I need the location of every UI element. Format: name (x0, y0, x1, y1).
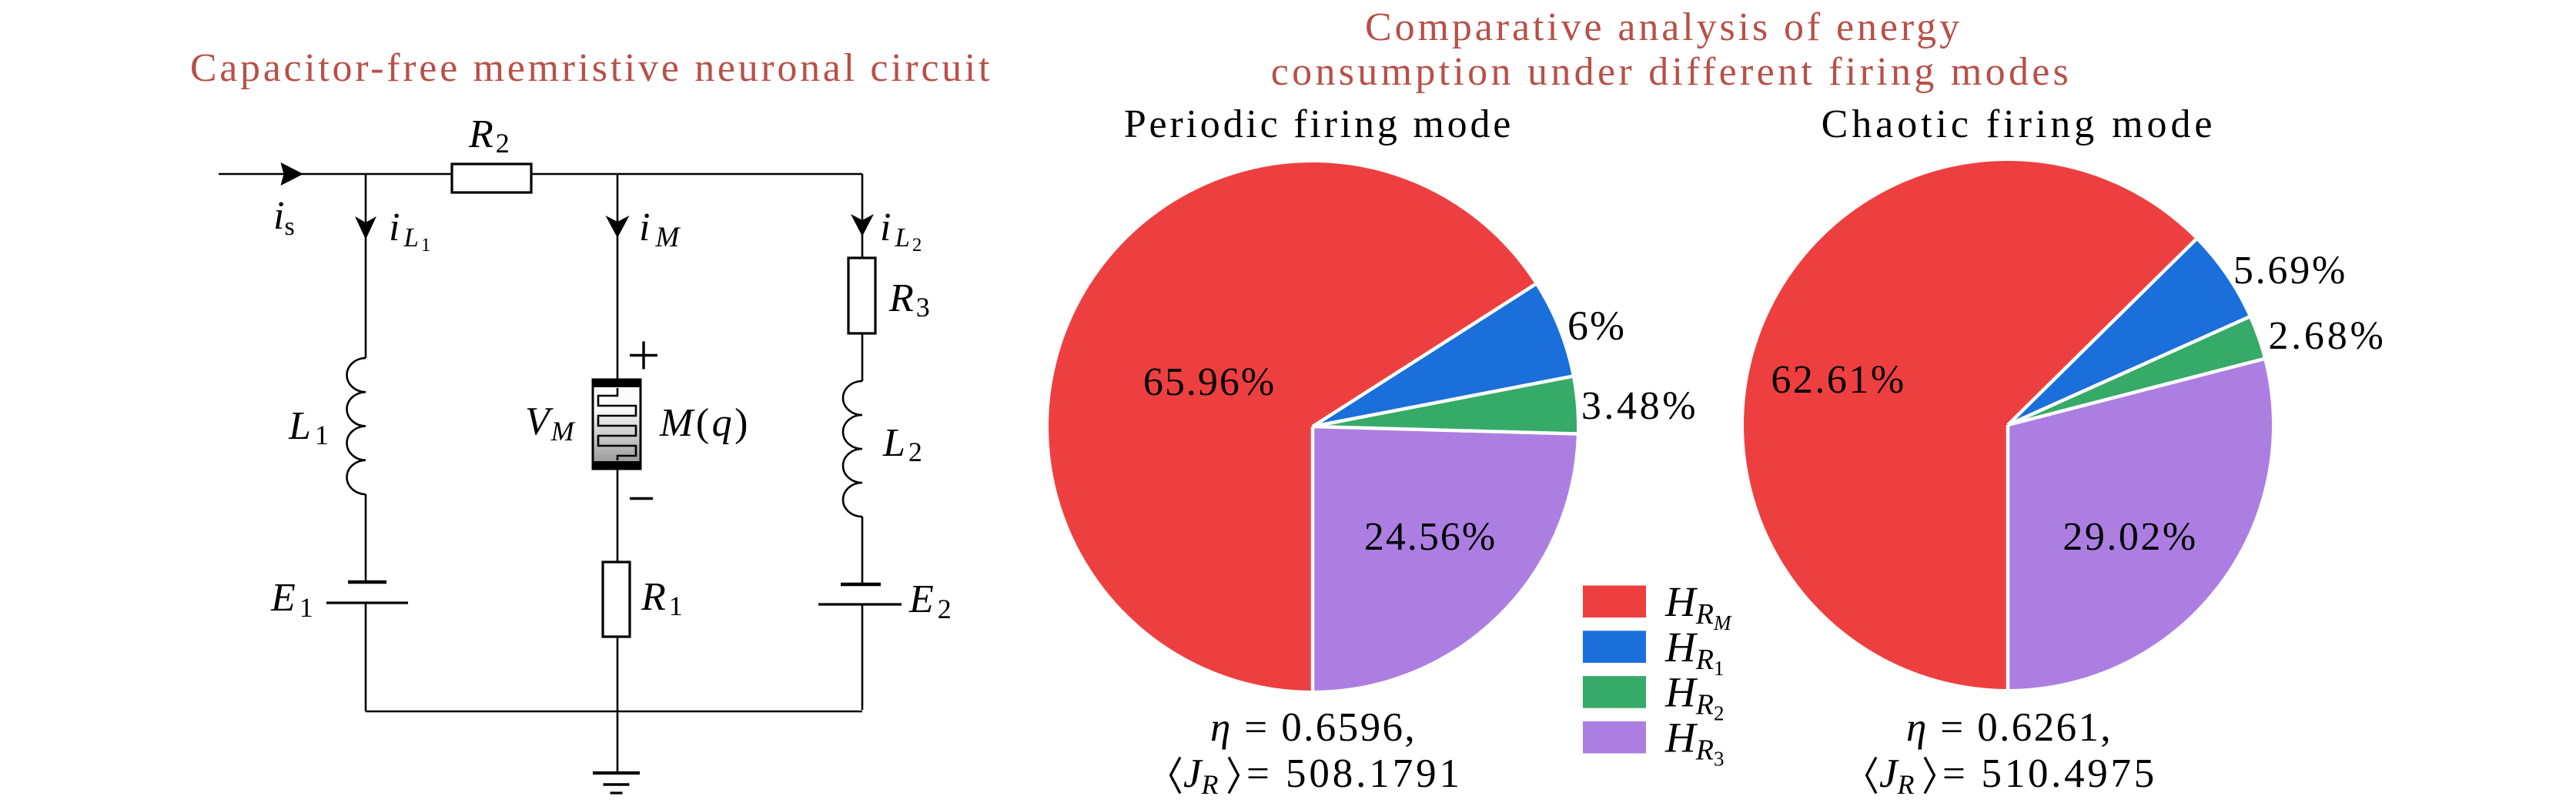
svg-text:iL2: iL2 (880, 206, 922, 256)
svg-text:24.56%: 24.56% (1364, 515, 1497, 559)
svg-text:Capacitor-free memristive neur: Capacitor-free memristive neuronal circu… (190, 46, 992, 90)
svg-text:R1: R1 (641, 575, 683, 621)
svg-text:η = 0.6261,: η = 0.6261, (1906, 705, 2113, 750)
svg-text:R2: R2 (468, 112, 510, 159)
svg-text:E1: E1 (270, 576, 313, 623)
svg-text:= 508.1791: = 508.1791 (1246, 751, 1463, 796)
svg-text:5.69%: 5.69% (2233, 249, 2347, 293)
svg-text:consumption under different fi: consumption under different firing modes (1271, 50, 2072, 94)
svg-text:JR: JR (1183, 751, 1219, 800)
svg-text:M(q): M(q) (659, 401, 751, 445)
svg-text:JR: JR (1879, 751, 1915, 800)
svg-text:η = 0.6596,: η = 0.6596, (1210, 705, 1417, 750)
svg-text:iL1: iL1 (389, 206, 430, 256)
svg-text:29.02%: 29.02% (2062, 515, 2197, 559)
svg-text:Chaotic firing mode: Chaotic firing mode (1822, 102, 2216, 146)
svg-text:E2: E2 (908, 577, 952, 624)
svg-text:iM: iM (639, 206, 681, 253)
svg-text:6%: 6% (1567, 303, 1626, 349)
svg-text:2.68%: 2.68% (2268, 314, 2386, 358)
svg-text:3.48%: 3.48% (1581, 384, 1698, 428)
svg-text:is: is (273, 194, 295, 241)
svg-text:L2: L2 (882, 421, 922, 467)
svg-text:65.96%: 65.96% (1143, 360, 1276, 404)
svg-text:Comparative analysis of energy: Comparative analysis of energy (1365, 5, 1962, 49)
svg-text:= 510.4975: = 510.4975 (1942, 751, 2157, 796)
svg-text:Periodic firing mode: Periodic firing mode (1124, 102, 1514, 146)
svg-text:R3: R3 (888, 276, 930, 323)
svg-text:62.61%: 62.61% (1771, 358, 1905, 402)
svg-text:VM: VM (525, 400, 576, 447)
svg-text:L1: L1 (288, 404, 329, 450)
